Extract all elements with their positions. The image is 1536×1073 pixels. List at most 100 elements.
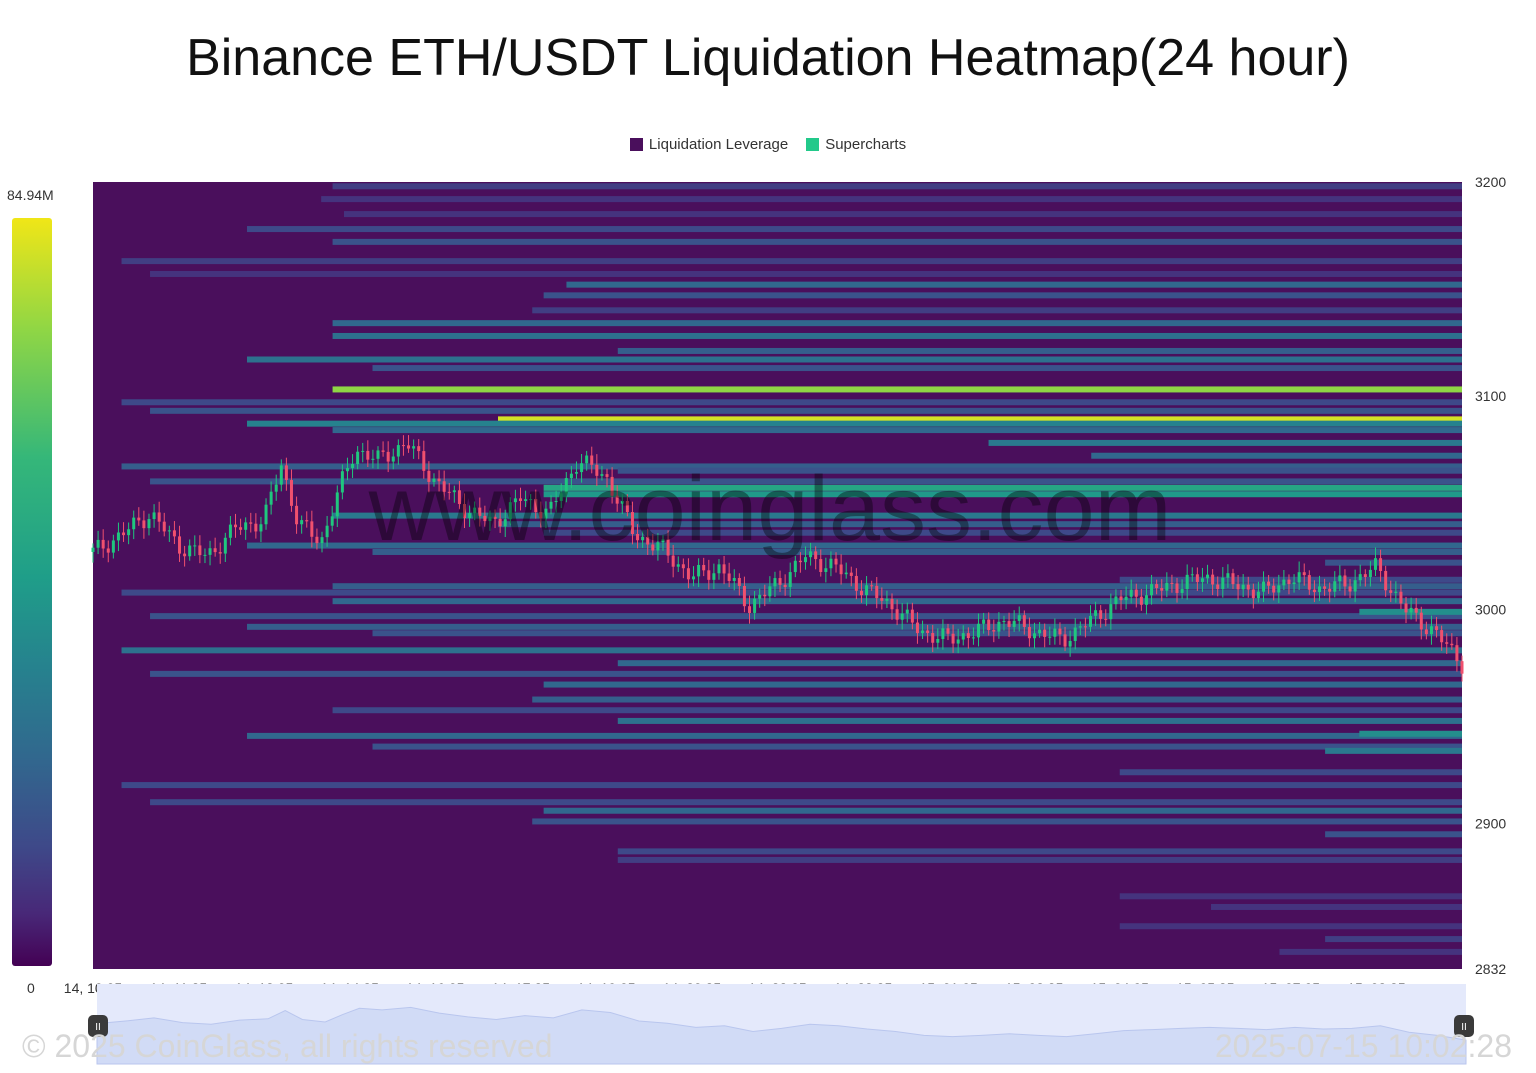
- candle-body: [208, 548, 212, 555]
- candle-body: [982, 619, 986, 624]
- candle-body: [1404, 603, 1408, 613]
- candle-body: [1358, 574, 1362, 581]
- candle-body: [1267, 581, 1271, 586]
- legend-item-liquidation-leverage[interactable]: Liquidation Leverage: [629, 136, 788, 153]
- candle-body: [1175, 583, 1179, 593]
- candle-body: [1409, 607, 1413, 613]
- candle-body: [992, 630, 996, 632]
- y-tick-label: 3200: [1475, 174, 1506, 190]
- liquidation-band: [1119, 769, 1462, 776]
- candle-body: [1129, 589, 1133, 597]
- candle-body: [1119, 596, 1123, 601]
- candle-body: [447, 491, 451, 493]
- candle-body: [1033, 633, 1037, 639]
- time-range-navigator[interactable]: II II: [88, 984, 1474, 1065]
- liquidation-band: [1211, 903, 1462, 910]
- candle-body: [1363, 574, 1367, 578]
- candle-body: [900, 613, 904, 620]
- candle-body: [1124, 596, 1128, 601]
- candle-body: [457, 490, 461, 505]
- candle-body: [819, 559, 823, 573]
- color-scale-max-label: 84.94M: [7, 187, 54, 203]
- candle-body: [1272, 585, 1276, 593]
- candle-body: [997, 621, 1001, 632]
- candle-body: [249, 522, 253, 524]
- candle-body: [137, 517, 141, 521]
- liquidation-band: [372, 743, 1463, 750]
- candle-body: [401, 445, 405, 447]
- candle-body: [407, 445, 411, 449]
- candle-body: [437, 478, 441, 482]
- candle-body: [1144, 595, 1148, 605]
- candle-body: [483, 515, 487, 522]
- liquidation-band: [247, 356, 1463, 363]
- liquidation-band: [121, 589, 1462, 596]
- liquidation-band: [332, 583, 1463, 590]
- candle-body: [1282, 579, 1286, 586]
- candle-body: [646, 536, 650, 545]
- candle-body: [697, 564, 701, 577]
- liquidation-band: [247, 542, 1463, 549]
- legend-item-supercharts[interactable]: Supercharts: [806, 136, 906, 153]
- liquidation-band: [332, 707, 1463, 714]
- candle-body: [147, 519, 151, 529]
- candle-body: [101, 539, 105, 549]
- candle-body: [590, 455, 594, 465]
- candle-body: [218, 552, 222, 554]
- candle-body: [1211, 574, 1215, 585]
- candle-body: [625, 501, 629, 513]
- candle-body: [905, 609, 909, 614]
- candle-body: [641, 536, 645, 541]
- legend-swatch-supercharts: [806, 138, 820, 151]
- liquidation-band: [617, 856, 1462, 863]
- candle-body: [534, 499, 538, 513]
- candle-body: [381, 450, 385, 452]
- liquidation-band: [332, 386, 1463, 393]
- liquidation-band: [150, 407, 1463, 414]
- candle-body: [315, 536, 319, 544]
- candle-body: [371, 458, 375, 460]
- svg-text:II: II: [1461, 1022, 1467, 1033]
- navigator-handle-right[interactable]: II: [1454, 1015, 1474, 1037]
- candle-body: [279, 465, 283, 485]
- candle-body: [1017, 615, 1021, 621]
- price-candles: [91, 435, 1464, 682]
- navigator-handle-left[interactable]: II: [88, 1015, 108, 1037]
- candle-body: [783, 584, 787, 588]
- liquidation-band: [532, 818, 1462, 825]
- candle-body: [422, 451, 426, 471]
- candle-body: [1373, 558, 1377, 570]
- candle-body: [1236, 584, 1240, 590]
- candle-body: [1043, 629, 1047, 637]
- liquidation-band: [247, 226, 1463, 233]
- liquidation-band: [543, 681, 1462, 688]
- candle-body: [1328, 588, 1332, 592]
- candle-body: [1368, 569, 1372, 578]
- liquidation-band: [121, 399, 1462, 406]
- liquidation-band: [1325, 831, 1462, 838]
- candle-body: [946, 628, 950, 634]
- candle-body: [340, 471, 344, 493]
- candle-body: [1134, 589, 1138, 597]
- candle-body: [666, 539, 670, 556]
- candle-body: [1094, 610, 1098, 616]
- candle-body: [529, 499, 533, 501]
- candle-body: [193, 545, 197, 547]
- candle-body: [203, 554, 207, 556]
- candle-body: [1231, 573, 1235, 585]
- candle-body: [351, 463, 355, 469]
- color-scale-bar[interactable]: [12, 218, 52, 966]
- candle-body: [259, 524, 263, 532]
- watermark: www.coinglass.com: [368, 458, 1172, 560]
- liquidation-band: [617, 660, 1462, 667]
- liquidation-band: [532, 696, 1462, 703]
- candle-body: [513, 498, 517, 503]
- candle-body: [254, 523, 258, 532]
- candle-body: [661, 539, 665, 543]
- candle-body: [198, 545, 202, 556]
- candle-body: [162, 521, 166, 532]
- candle-body: [1206, 574, 1210, 579]
- candle-body: [1139, 596, 1143, 605]
- candle-body: [1241, 584, 1245, 590]
